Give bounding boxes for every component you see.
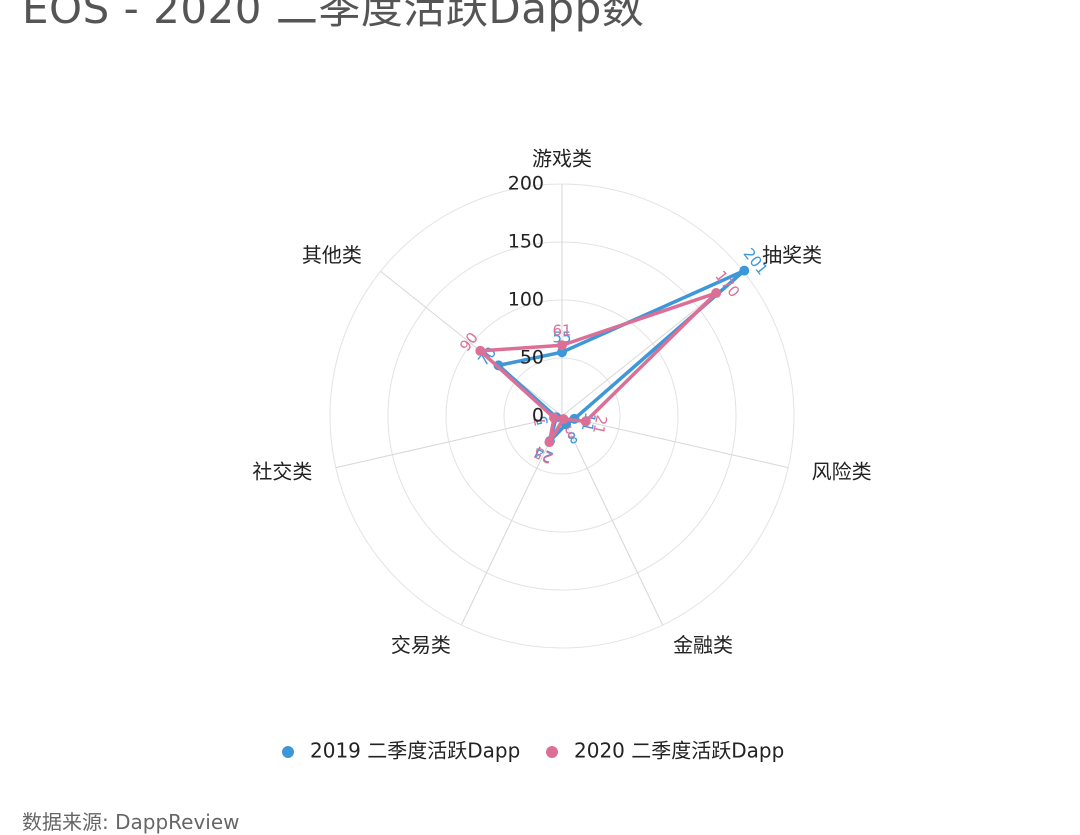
category-label: 风险类 (812, 459, 872, 483)
category-label: 社交类 (252, 459, 312, 483)
series-2-value-label: 61 (552, 322, 571, 340)
radar-ticks: 0 50 100 150 200 (508, 173, 544, 427)
series-2-value-label: 7 (530, 414, 550, 427)
series-1-value-label: 5 (532, 414, 552, 427)
series-2-value-label: 25 (531, 443, 556, 467)
series-2-point[interactable] (549, 412, 560, 423)
series-2-point[interactable] (475, 345, 486, 356)
legend-item[interactable]: 2019 二季度活跃Dapp (282, 739, 520, 763)
series-2-line (478, 291, 718, 444)
category-label: 金融类 (673, 633, 733, 657)
radar-axes (335, 184, 789, 626)
axis-line (380, 270, 563, 417)
series-2-point[interactable] (711, 288, 722, 299)
series-2-point[interactable] (557, 340, 567, 351)
category-label: 抽奖类 (762, 243, 822, 267)
series-1-point[interactable] (739, 265, 750, 276)
page-title: EOS - 2020 二季度活跃Dapp数 (22, 0, 645, 33)
series-2-value-label: 3 (562, 422, 578, 442)
tick-label: 100 (508, 289, 544, 311)
series-2-point[interactable] (544, 437, 555, 448)
axis-line (561, 415, 664, 626)
legend-label: 2020 二季度活跃Dapp (574, 739, 784, 763)
tick-label: 0 (532, 405, 544, 427)
data-source: 数据来源: DappReview (22, 810, 240, 834)
legend-marker (546, 746, 558, 758)
axis-line (460, 415, 563, 626)
legend-marker (282, 746, 294, 758)
axis-line (561, 415, 789, 469)
category-label: 游戏类 (532, 147, 592, 171)
tick-label: 50 (520, 347, 544, 369)
tick-label: 200 (508, 173, 544, 195)
legend-label: 2019 二季度活跃Dapp (310, 739, 520, 763)
series-2-value-label: 21 (589, 413, 611, 436)
radar-series: 55201118245706117021325790 (456, 245, 772, 468)
category-label: 其他类 (302, 243, 362, 267)
category-label: 交易类 (391, 633, 451, 657)
series-2-point[interactable] (580, 416, 591, 427)
axis-line (335, 415, 563, 469)
series-2-point[interactable] (558, 414, 569, 425)
tick-label: 150 (508, 231, 544, 253)
legend-item[interactable]: 2020 二季度活跃Dapp (546, 739, 784, 763)
series-1-point[interactable] (557, 347, 567, 358)
legend[interactable]: 2019 二季度活跃Dapp 2020 二季度活跃Dapp (282, 739, 784, 763)
